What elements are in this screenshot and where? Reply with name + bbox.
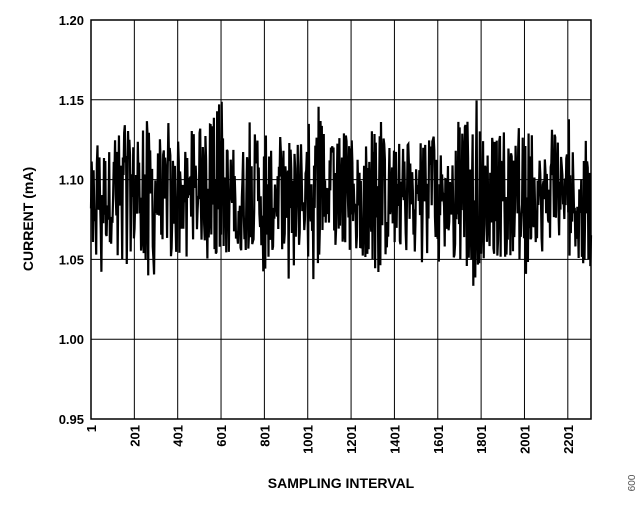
x-tick-label: 1201 [344,425,359,454]
x-tick-label: 601 [214,425,229,447]
x-tick-label: 1601 [431,425,446,454]
y-tick-label: 0.95 [59,412,84,427]
y-tick-label: 1.15 [59,93,84,108]
x-tick-label: 201 [127,425,142,447]
x-tick-label: 1001 [301,425,316,454]
x-tick-label: 1401 [387,425,402,454]
y-tick-labels: 0.95 1.00 1.05 1.10 1.15 1.20 [59,13,84,427]
x-tick-label: 401 [171,425,186,447]
x-tick-label: 2001 [517,425,532,454]
x-tick-label: 1 [84,425,99,432]
y-tick-label: 1.10 [59,173,84,188]
y-axis-title: CURRENT (mA) [20,167,36,271]
y-tick-label: 1.05 [59,252,84,267]
x-tick-label: 801 [257,425,272,447]
plot-frame [90,19,592,420]
x-tick-label: 1801 [474,425,489,454]
current-series-line [89,100,593,286]
y-tick-label: 1.00 [59,332,84,347]
x-tick-label: 2201 [561,425,576,454]
x-tick-labels: 1 201 401 601 801 1001 1201 1401 1601 1801 2001 220… [84,425,576,454]
figure-code: 009 [625,475,636,492]
current-trace [89,100,593,286]
x-axis-title: SAMPLING INTERVAL [268,475,415,491]
y-tick-label: 1.20 [59,13,84,28]
